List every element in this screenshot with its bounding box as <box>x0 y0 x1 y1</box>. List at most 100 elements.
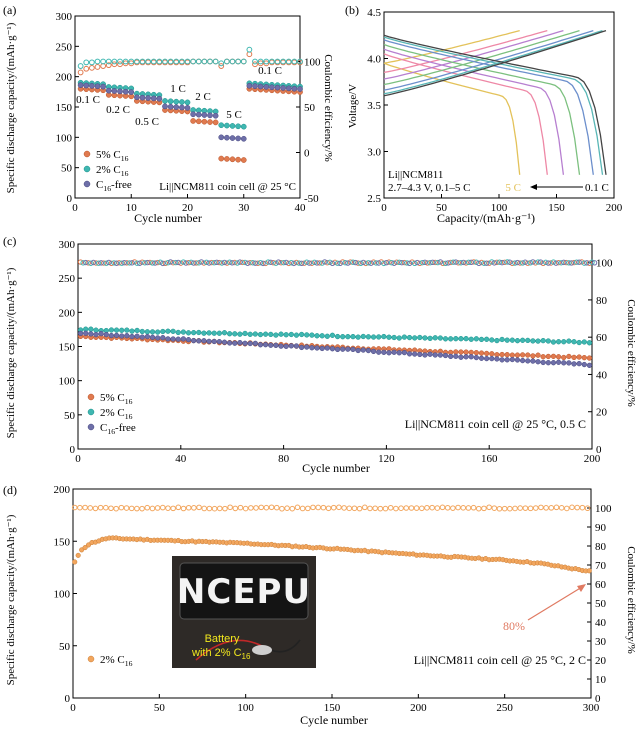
panel-c-ce-1-34 <box>165 259 171 266</box>
panel-c-ce-0-100 <box>332 259 338 266</box>
panel-c-point-2-97 <box>324 345 330 351</box>
panel-a-ce-2C16-16 <box>162 58 168 65</box>
panel-c-ce-1-187 <box>558 260 564 266</box>
panel-c-point-1-63 <box>237 331 243 337</box>
panel-c-ce-2-7 <box>98 260 104 266</box>
panel-c-point-2-31 <box>155 335 161 341</box>
panel-a-ytick-label-5: 250 <box>56 41 73 53</box>
panel-c-ce-1-136 <box>427 260 433 266</box>
panel-a-point-C16free-8 <box>117 88 123 95</box>
panel-d-photo-panel <box>179 562 309 620</box>
panel-a-point-C16free-9 <box>122 88 129 95</box>
panel-c-point-2-139 <box>432 352 438 358</box>
panel-c-ce-1-1 <box>80 260 86 266</box>
panel-c-ce-0-37 <box>170 259 176 266</box>
panel-c-ce-2-55 <box>221 259 228 266</box>
panel-c-point-0-191 <box>566 353 572 360</box>
panel-c-point-0-189 <box>561 354 567 361</box>
panel-c-point-1-67 <box>247 331 253 337</box>
panel-a-ce-2C16-5 <box>100 58 107 65</box>
panel-d-ce-97 <box>237 504 244 511</box>
panel-b-charge-4 <box>383 29 594 91</box>
panel-a-ytick-label-6: 300 <box>56 11 73 23</box>
panel-c-point-1-77 <box>273 332 279 338</box>
panel-c-ce-0-175 <box>525 260 531 266</box>
panel-a-point-C16free-24 <box>207 112 213 119</box>
panel-a-point-C16free-32 <box>252 83 258 89</box>
panel-d-ce-193 <box>403 505 410 511</box>
panel-c-point-2-175 <box>525 358 531 364</box>
panel-c-ce-0-76 <box>270 259 277 266</box>
panel-c-point-2-95 <box>319 345 325 352</box>
panel-c-point-1-101 <box>334 333 341 340</box>
panel-c-ce-1-196 <box>581 260 587 266</box>
panel-c-point-1-79 <box>278 331 284 337</box>
panel-a-ce-5C16-6 <box>105 62 112 69</box>
panel-a-rate-label-0: 0.1 C <box>76 94 100 106</box>
panel-c-point-0-193 <box>571 354 577 361</box>
panel-a-point-C16free-14 <box>150 95 157 102</box>
panel-d-xtick-label-3: 150 <box>324 702 341 714</box>
panel-c-point-2-67 <box>247 340 253 347</box>
panel-a-point-2C16-20 <box>184 99 191 106</box>
panel-c-point-1-199 <box>586 340 593 346</box>
panel-c-point-2-33 <box>160 335 166 341</box>
panel-a-ce-2C16-11 <box>133 58 140 65</box>
panel-c-point-1-59 <box>226 331 233 337</box>
panel-d-ce-280 <box>553 504 560 511</box>
panel-c-ce-1-103 <box>342 260 348 266</box>
panel-d-photo-battery <box>252 645 272 655</box>
panel-a-point-2C16-30 <box>240 123 247 130</box>
panel-c-point-1-87 <box>298 331 305 338</box>
panel-c-ce-2-148 <box>460 259 467 266</box>
panel-d-ce-85 <box>216 505 223 512</box>
panel-a-ce-2C16-19 <box>178 58 185 65</box>
panel-c-point-2-159 <box>483 355 490 362</box>
panel-c-point-0-197 <box>581 355 587 361</box>
panel-c-point-2-49 <box>201 338 207 344</box>
panel-d-legend-0: 2% C16 <box>100 654 133 668</box>
panel-c-point-2-149 <box>458 354 464 360</box>
panel-c-y2tick-label-2: 40 <box>596 369 608 381</box>
panel-c-ce-0-136 <box>424 260 431 266</box>
panel-d-ce-124 <box>284 505 290 511</box>
panel-c-point-2-65 <box>242 340 248 346</box>
panel-c-point-1-123 <box>391 334 397 341</box>
panel-a-rate-label-5: 5 C <box>226 109 242 121</box>
panel-c-point-2-79 <box>278 343 284 349</box>
panel-a-point-C16free-18 <box>173 104 180 110</box>
panel-c-point-1-69 <box>252 331 258 337</box>
panel-d-ce-10 <box>87 505 94 511</box>
panel-c-ce-2-73 <box>268 259 274 265</box>
panel-c-ce-1-106 <box>350 259 356 265</box>
panel-c-ce-0-7 <box>93 260 99 266</box>
panel-d-y2tick-label-7: 70 <box>595 560 607 572</box>
panel-d-xtick-label-1: 50 <box>154 702 166 714</box>
panel-c-ce-0-151 <box>463 260 469 266</box>
panel-d-ce-22 <box>108 505 114 512</box>
panel-c-ce-1-145 <box>450 259 456 265</box>
panel-a-point-C16free-1 <box>77 82 84 89</box>
panel-c-ce-0-43 <box>185 259 192 266</box>
panel-c-legend-marker-1 <box>87 408 95 416</box>
panel-b-charge-1 <box>383 29 548 74</box>
panel-c-ce-2-61 <box>237 259 243 265</box>
panel-b-discharge-6 <box>383 34 607 175</box>
panel-c-point-2-117 <box>376 349 382 355</box>
panel-c-ce-2-130 <box>414 259 420 266</box>
panel-d-ce-223 <box>455 504 461 511</box>
panel-c-ce-0-172 <box>517 260 523 266</box>
panel-c-ce-1-55 <box>219 260 225 266</box>
panel-c-ce-0-73 <box>262 260 269 267</box>
panel-c-ce-0-178 <box>532 260 539 266</box>
panel-c-ce-2-52 <box>214 259 220 266</box>
panel-d-photo-title: NCEPU <box>177 572 311 612</box>
panel-c-y2tick-label-4: 80 <box>596 295 608 307</box>
panel-a-ce-5C16-3 <box>88 64 95 71</box>
panel-a-ce-5C16-33 <box>257 60 264 67</box>
panel-c-point-1-179 <box>535 338 541 344</box>
panel-c-ce-0-22 <box>131 259 138 265</box>
panel-c-ce-0-19 <box>124 260 130 266</box>
panel-c-ce-1-73 <box>265 259 271 265</box>
panel-d-ce-232 <box>470 504 477 511</box>
